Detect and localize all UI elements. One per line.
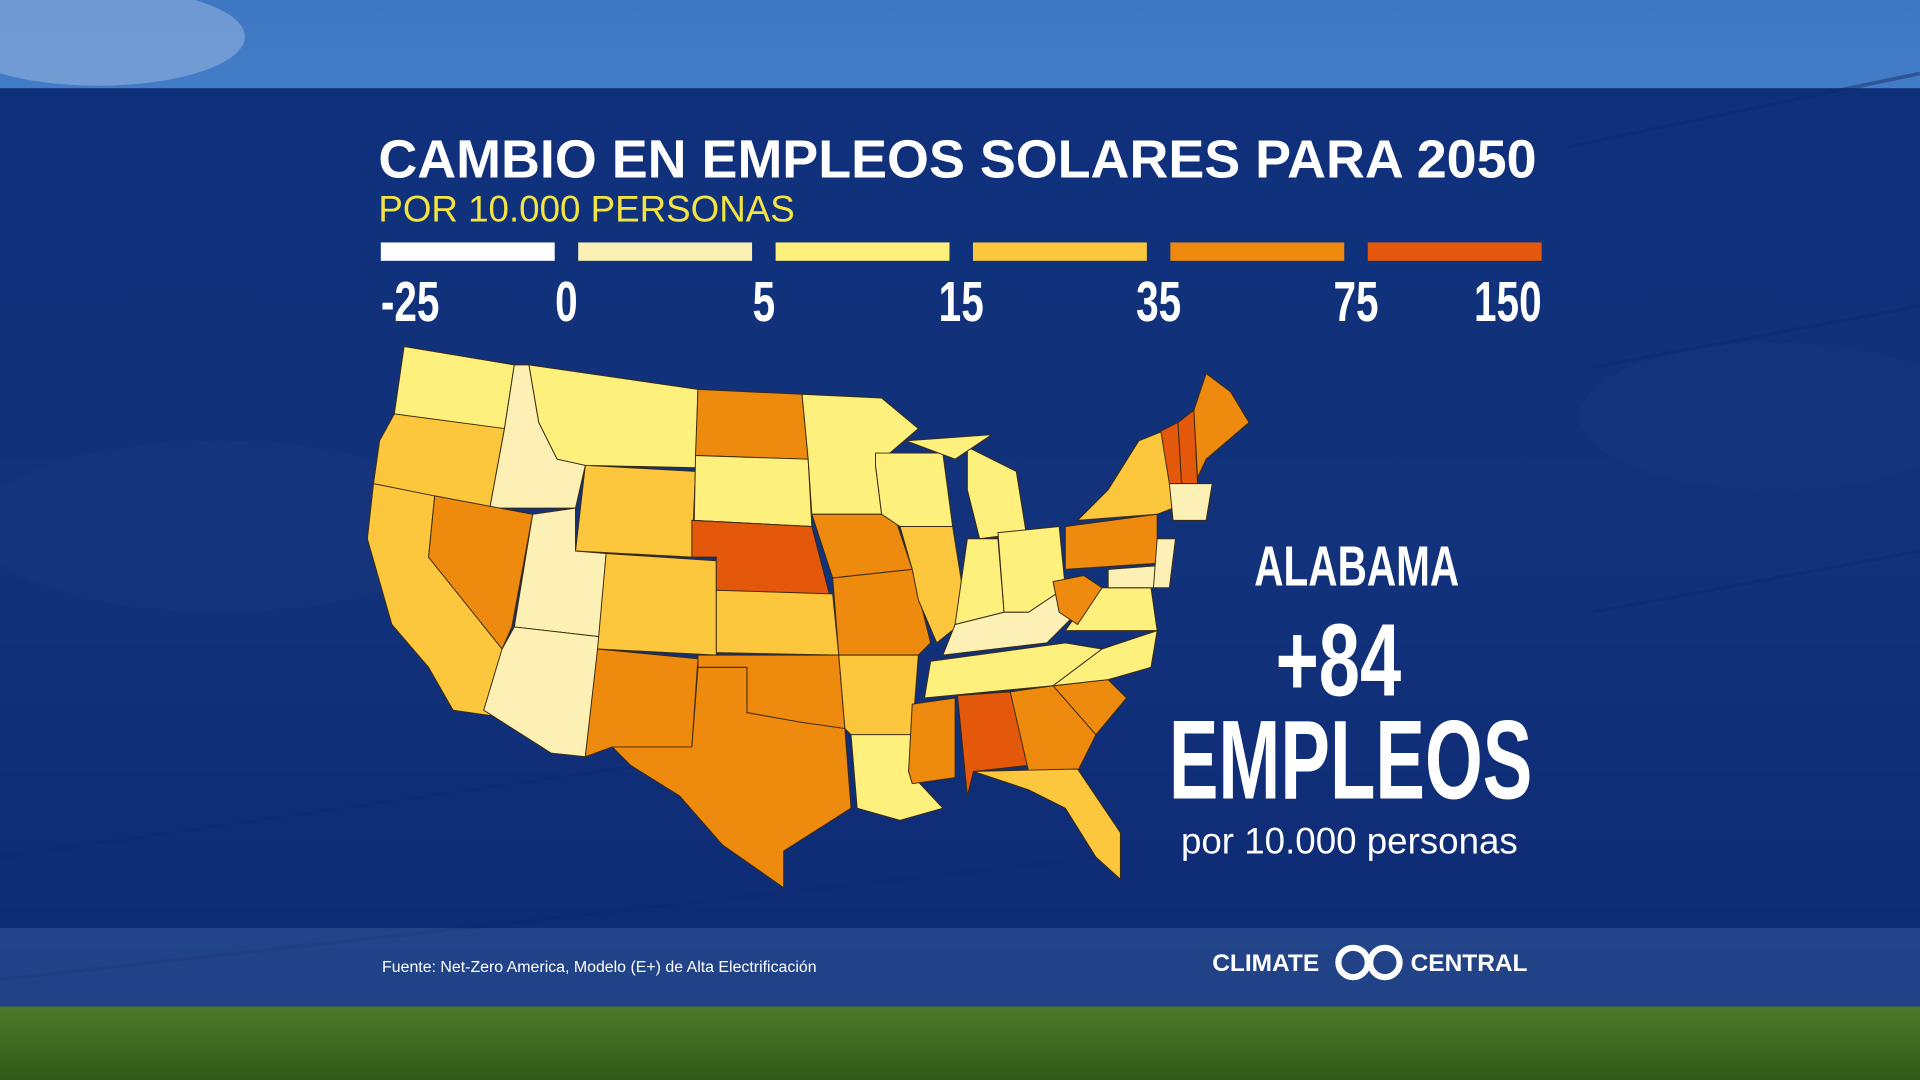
grass: [0, 1006, 1920, 1080]
legend-tick: 15: [939, 271, 984, 333]
legend-tick-label: 75: [1333, 271, 1378, 333]
legend-swatch: [972, 242, 1147, 261]
legend: -25 0 5 15 35 75 150: [380, 242, 1542, 333]
legend-tick-label: 150: [1474, 271, 1542, 333]
legend-tick-label: -25: [381, 271, 440, 333]
legend-swatch: [1170, 242, 1345, 261]
state: [972, 768, 1121, 880]
legend-tick-label: 5: [753, 271, 776, 333]
legend-tick: 35: [1136, 271, 1181, 333]
footer-band: [0, 928, 1920, 1007]
legend-tick: 5: [753, 271, 776, 333]
map: [366, 346, 1250, 889]
legend-tick: -25: [381, 271, 440, 333]
logo-mark: [1335, 944, 1403, 981]
logo-text: CLIMATE: [1212, 950, 1319, 977]
callout-unit: EMPLEOS: [1169, 698, 1533, 823]
legend-swatch: [578, 242, 753, 261]
state: [695, 388, 809, 460]
state: [832, 568, 932, 656]
state: [1009, 685, 1097, 772]
state: [597, 552, 717, 656]
title: CAMBIO EN EMPLEOS SOLARES PARA 2050: [378, 130, 1536, 190]
legend-tick-label: 15: [939, 271, 984, 333]
logo-text: CENTRAL: [1411, 950, 1528, 977]
state: [1168, 483, 1213, 521]
state: [1193, 372, 1250, 479]
state: [715, 589, 840, 656]
state: [1107, 565, 1158, 589]
legend-tick: 150: [1474, 271, 1542, 333]
highlighted-state: [957, 691, 1030, 797]
state: [905, 434, 993, 460]
state: [428, 495, 534, 650]
subtitle: POR 10.000 PERSONAS: [378, 189, 794, 230]
legend-swatch: [775, 242, 950, 261]
callout-state: ALABAMA: [1254, 536, 1459, 598]
source: Fuente: Net-Zero America, Modelo (E+) de…: [382, 959, 817, 976]
legend-tick: 0: [555, 271, 578, 333]
state: [584, 648, 699, 758]
legend-swatch: [1367, 242, 1542, 261]
state: [1152, 538, 1176, 589]
legend-swatch: [380, 242, 555, 261]
state: [838, 654, 919, 736]
state: [1052, 630, 1158, 687]
state: [693, 455, 813, 528]
state: [1052, 575, 1103, 625]
state: [875, 452, 954, 528]
legend-tick-label: 0: [555, 271, 578, 333]
state: [899, 526, 968, 644]
callout-note: por 10.000 personas: [1181, 820, 1518, 861]
state: [575, 464, 696, 558]
legend-tick: 75: [1333, 271, 1378, 333]
state: [908, 697, 956, 785]
state: [611, 666, 852, 889]
callout-value: +84: [1276, 603, 1402, 718]
panel: [0, 88, 1920, 929]
legend-tick-label: 35: [1136, 271, 1181, 333]
